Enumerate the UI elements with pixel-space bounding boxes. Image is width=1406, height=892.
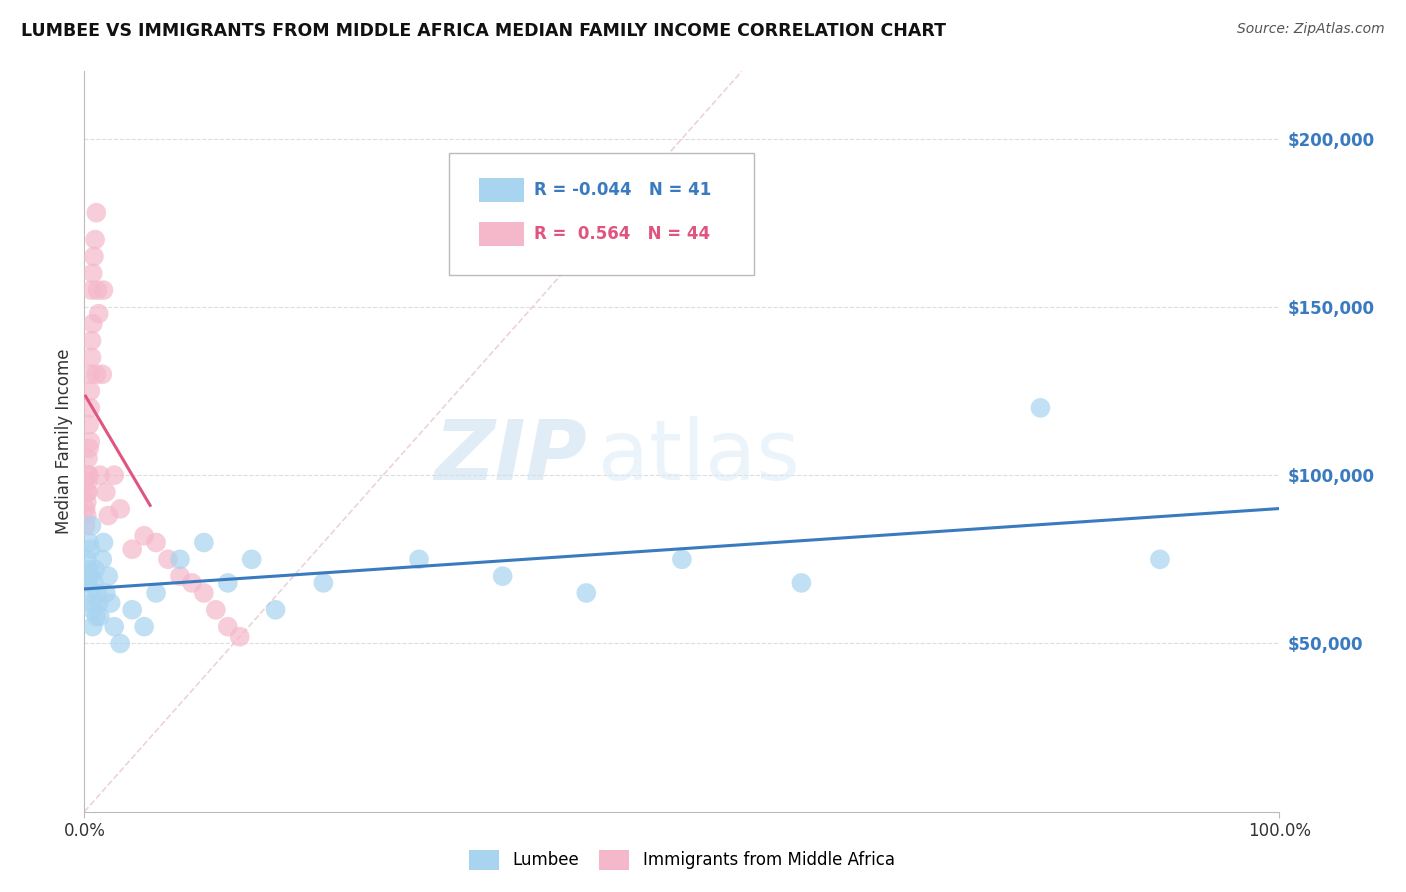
Point bbox=[75, 501, 97, 516]
Point bbox=[91, 552, 114, 566]
Point bbox=[103, 619, 125, 633]
Point bbox=[91, 368, 114, 382]
Point bbox=[193, 586, 215, 600]
Point bbox=[790, 575, 813, 590]
Point bbox=[93, 283, 115, 297]
Point bbox=[79, 384, 101, 398]
Point bbox=[77, 468, 100, 483]
Point bbox=[97, 508, 120, 523]
Point bbox=[217, 619, 239, 633]
Point bbox=[181, 575, 204, 590]
Text: R = -0.044   N = 41: R = -0.044 N = 41 bbox=[534, 181, 711, 199]
Point bbox=[83, 575, 105, 590]
Point bbox=[80, 334, 103, 348]
Text: R =  0.564   N = 44: R = 0.564 N = 44 bbox=[534, 226, 710, 244]
Point bbox=[94, 485, 117, 500]
Point bbox=[103, 468, 125, 483]
Text: atlas: atlas bbox=[599, 416, 800, 497]
Point bbox=[79, 566, 101, 580]
Point bbox=[86, 609, 108, 624]
Point bbox=[80, 596, 103, 610]
Point bbox=[76, 508, 98, 523]
Point bbox=[86, 205, 108, 219]
Point bbox=[77, 451, 100, 466]
Y-axis label: Median Family Income: Median Family Income bbox=[55, 349, 73, 534]
Legend: Lumbee, Immigrants from Middle Africa: Lumbee, Immigrants from Middle Africa bbox=[470, 850, 894, 870]
Point bbox=[84, 562, 107, 576]
Point bbox=[89, 609, 111, 624]
Point bbox=[1149, 552, 1171, 566]
Point bbox=[169, 552, 191, 566]
Text: Source: ZipAtlas.com: Source: ZipAtlas.com bbox=[1237, 22, 1385, 37]
Point bbox=[169, 569, 191, 583]
Point bbox=[145, 535, 167, 549]
Point bbox=[77, 475, 100, 489]
Point bbox=[93, 535, 115, 549]
Point bbox=[121, 603, 143, 617]
Point bbox=[79, 542, 101, 557]
Point bbox=[229, 630, 252, 644]
Point bbox=[82, 619, 104, 633]
Point bbox=[77, 586, 100, 600]
Point bbox=[76, 495, 98, 509]
Point bbox=[157, 552, 180, 566]
Point bbox=[97, 569, 120, 583]
Point bbox=[77, 562, 100, 576]
Text: ZIP: ZIP bbox=[433, 416, 586, 497]
Point bbox=[80, 283, 103, 297]
Point bbox=[264, 603, 287, 617]
Point bbox=[408, 552, 430, 566]
FancyBboxPatch shape bbox=[449, 153, 754, 275]
Point bbox=[205, 603, 228, 617]
Point bbox=[79, 434, 101, 449]
Point bbox=[89, 468, 111, 483]
Point bbox=[492, 569, 515, 583]
Point bbox=[193, 535, 215, 549]
Point bbox=[76, 552, 98, 566]
Point bbox=[75, 518, 97, 533]
Point bbox=[82, 603, 104, 617]
Point bbox=[217, 575, 239, 590]
Point bbox=[132, 619, 156, 633]
Point bbox=[77, 535, 100, 549]
Point bbox=[86, 586, 108, 600]
Point bbox=[110, 636, 132, 650]
Point bbox=[79, 368, 101, 382]
Point bbox=[1029, 401, 1052, 415]
FancyBboxPatch shape bbox=[479, 178, 524, 202]
Point bbox=[671, 552, 693, 566]
Point bbox=[84, 233, 107, 247]
Point bbox=[110, 501, 132, 516]
Point bbox=[87, 596, 110, 610]
Point bbox=[77, 468, 100, 483]
Point bbox=[79, 569, 101, 583]
Point bbox=[77, 485, 100, 500]
Point bbox=[80, 518, 103, 533]
Point bbox=[132, 529, 156, 543]
Point bbox=[94, 586, 117, 600]
Point bbox=[82, 266, 104, 280]
Point bbox=[145, 586, 167, 600]
Point bbox=[77, 442, 100, 456]
Point bbox=[87, 307, 110, 321]
Point bbox=[77, 575, 100, 590]
Point bbox=[121, 542, 143, 557]
Point bbox=[79, 401, 101, 415]
Point bbox=[80, 351, 103, 365]
Point bbox=[240, 552, 263, 566]
Point bbox=[82, 317, 104, 331]
Point bbox=[100, 596, 122, 610]
Point bbox=[312, 575, 335, 590]
Point bbox=[86, 368, 108, 382]
Point bbox=[76, 485, 98, 500]
Point bbox=[77, 417, 100, 432]
Point bbox=[86, 283, 108, 297]
FancyBboxPatch shape bbox=[479, 222, 524, 246]
Text: LUMBEE VS IMMIGRANTS FROM MIDDLE AFRICA MEDIAN FAMILY INCOME CORRELATION CHART: LUMBEE VS IMMIGRANTS FROM MIDDLE AFRICA … bbox=[21, 22, 946, 40]
Point bbox=[83, 250, 105, 264]
Point bbox=[575, 586, 598, 600]
